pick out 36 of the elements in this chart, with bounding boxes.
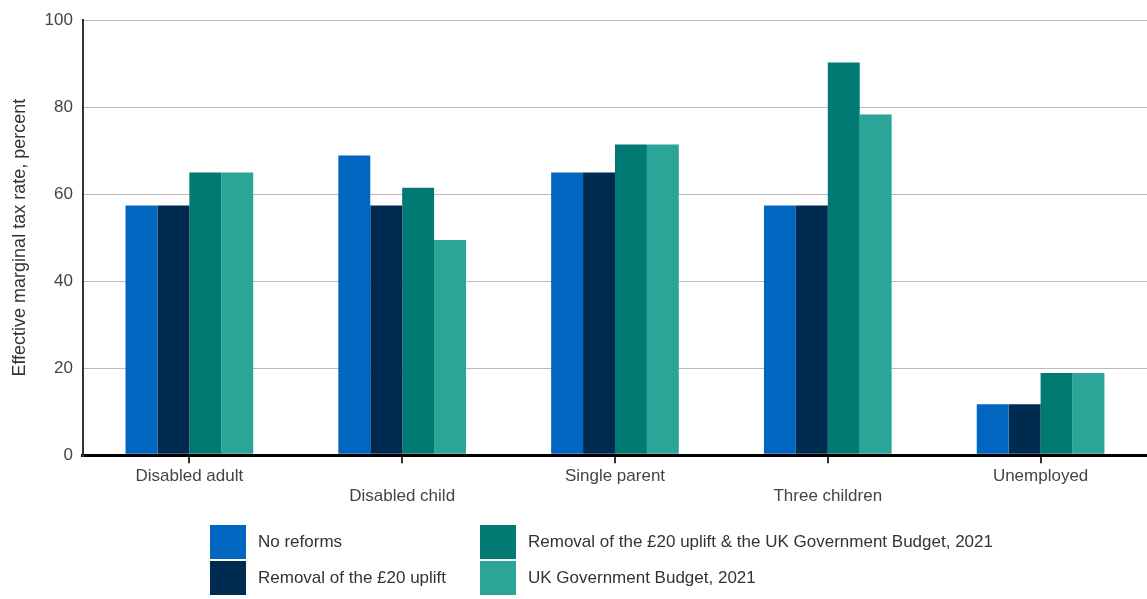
bar <box>614 144 647 454</box>
bar <box>125 205 158 454</box>
bar <box>157 205 190 454</box>
x-tick-label: Disabled child <box>349 486 456 506</box>
bar <box>827 62 860 454</box>
bar <box>859 114 892 454</box>
bar <box>189 172 222 454</box>
y-tick-label: 60 <box>54 183 73 203</box>
bar <box>551 172 584 454</box>
y-axis-title: Effective marginal tax rate, percent <box>8 98 29 377</box>
x-tick-label: Unemployed <box>992 466 1089 486</box>
bar <box>338 155 371 454</box>
y-tick-label: 0 <box>63 444 73 464</box>
bar <box>1008 404 1041 454</box>
legend-label: UK Government Budget, 2021 <box>528 568 756 588</box>
x-tick-label: Single parent <box>564 466 666 486</box>
y-tick-label: 20 <box>54 357 73 377</box>
bar <box>1040 372 1073 454</box>
y-tick-label: 100 <box>44 9 73 29</box>
legend-label: No reforms <box>258 532 343 552</box>
y-tick-label: 80 <box>54 96 73 116</box>
legend-label: Removal of the £20 uplift <box>258 568 447 588</box>
x-tick-label: Disabled adult <box>135 466 244 486</box>
bar <box>795 205 828 454</box>
bar <box>434 239 467 454</box>
legend-label: Removal of the £20 uplift & the UK Government Budget, 2021 <box>528 532 993 552</box>
bar <box>763 205 796 454</box>
bar <box>221 172 254 454</box>
bar <box>583 172 615 454</box>
bar <box>646 144 679 454</box>
bar <box>976 404 1009 454</box>
bar <box>402 187 435 454</box>
bar <box>370 205 403 454</box>
y-tick-label: 40 <box>54 270 73 290</box>
bar <box>1072 372 1105 454</box>
x-tick-label: Three children <box>773 486 883 506</box>
